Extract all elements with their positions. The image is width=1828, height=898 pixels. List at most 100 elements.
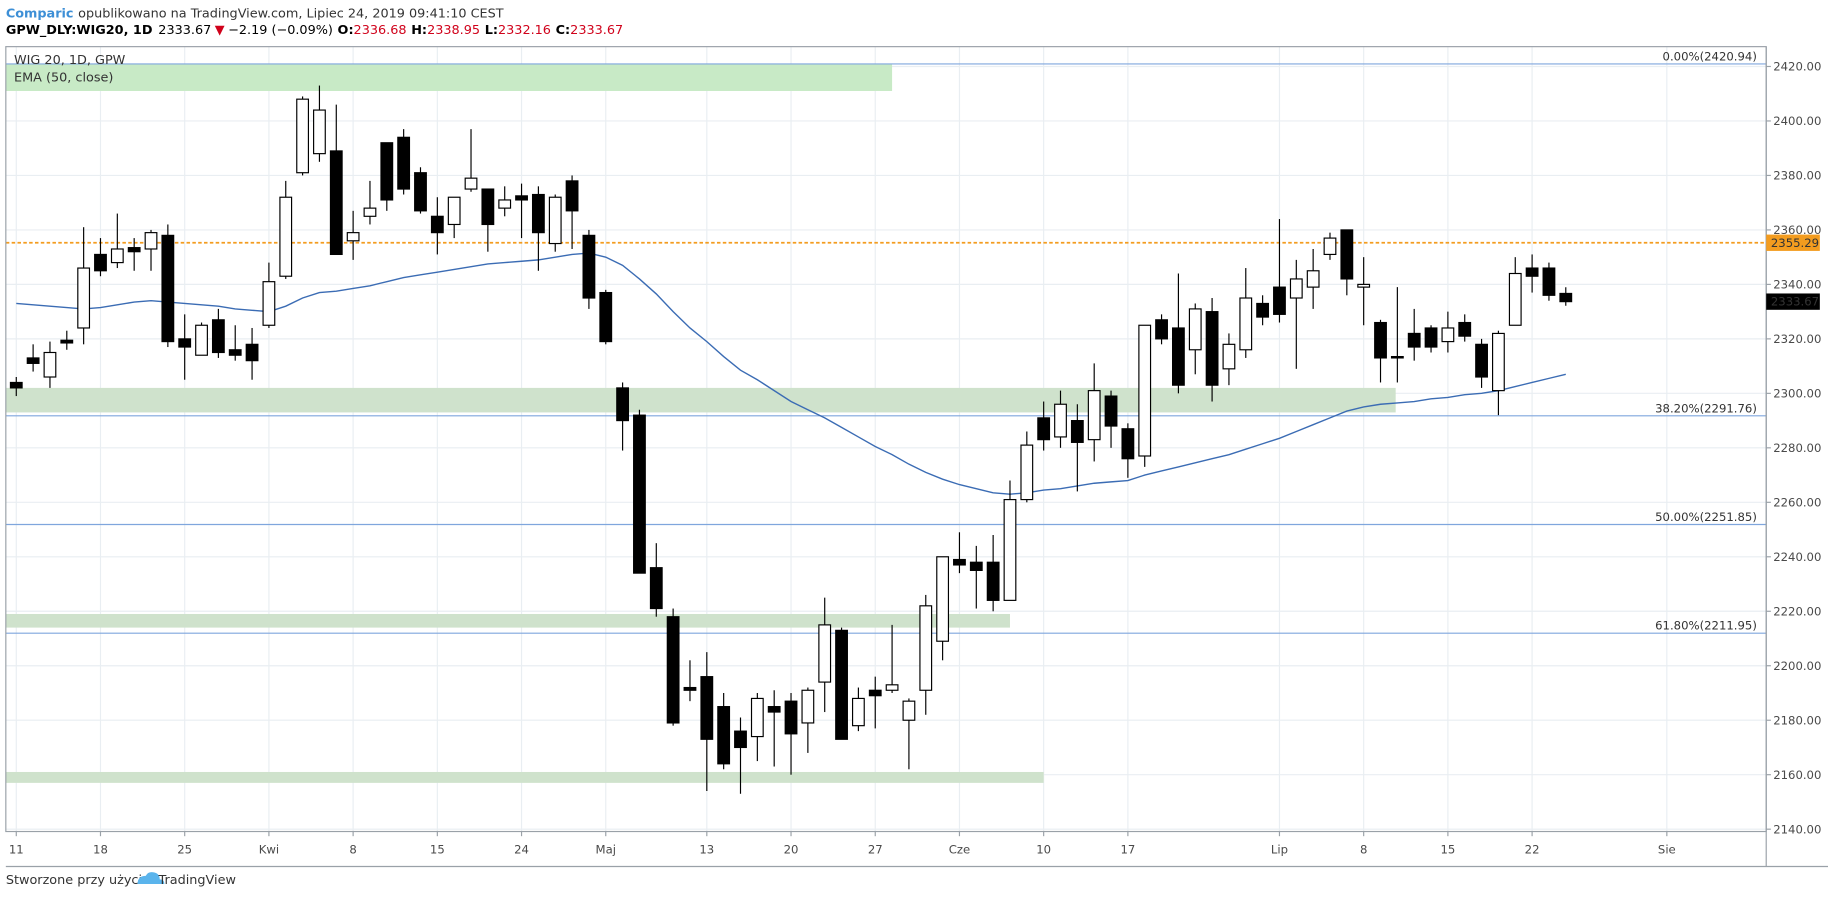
change-arrow: ▼: [215, 23, 225, 38]
y-tick-label: 2180.00: [1773, 713, 1821, 727]
candle-body: [531, 193, 545, 234]
x-tick-label: 18: [93, 843, 108, 857]
y-tick-label: 2280.00: [1773, 441, 1821, 455]
x-tick-label: Cze: [949, 843, 970, 857]
candle-body: [835, 629, 848, 740]
candle-body: [818, 624, 832, 683]
candle-body: [380, 142, 394, 201]
x-tick-label: 20: [784, 843, 799, 857]
candle-body: [683, 686, 697, 691]
candle-body: [1390, 355, 1404, 359]
last-price-label: 2333.67: [1771, 295, 1819, 309]
candle-body: [26, 357, 40, 364]
x-tick-label: Sie: [1658, 843, 1676, 857]
y-tick-label: 2400.00: [1773, 114, 1821, 128]
y-tick-label: 2200.00: [1773, 659, 1821, 673]
last-price: 2333.67: [158, 23, 211, 38]
zone: [5, 613, 1010, 628]
candle-body: [582, 234, 596, 299]
fib-label: 38.20%(2291.76): [1655, 401, 1757, 415]
symbol: GPW_DLY:WIG20, 1D: [6, 23, 153, 38]
x-tick-label: 10: [1036, 843, 1051, 857]
x-tick-label: 27: [868, 843, 883, 857]
candle-body: [1559, 292, 1573, 303]
candle-body: [1508, 272, 1522, 326]
header-line-2: GPW_DLY:WIG20, 1D 2333.67 ▼ −2.19 (−0.09%) O…: [6, 23, 623, 38]
fib-label: 50.00%(2251.85): [1655, 510, 1757, 524]
candle-body: [666, 616, 680, 724]
publisher[interactable]: Comparic: [6, 6, 74, 21]
candle-body: [1424, 327, 1438, 348]
candle-body: [868, 689, 882, 697]
candle-body: [1222, 343, 1236, 370]
change: −2.19 (−0.09%): [228, 23, 333, 38]
candle-body: [548, 196, 562, 245]
price-line-label: 2355.29: [1771, 236, 1819, 250]
close-value: 2333.67: [570, 23, 623, 38]
candle-body: [599, 291, 613, 343]
candle-body: [1289, 278, 1303, 299]
candle-body: [1070, 420, 1084, 443]
candle-body: [750, 697, 764, 738]
candle-body: [633, 414, 646, 574]
open-value: 2336.68: [354, 23, 407, 38]
candle-body: [717, 706, 731, 765]
candle-body: [1256, 302, 1270, 318]
candle-body: [953, 558, 966, 566]
candle-body: [1323, 237, 1337, 256]
candle-body: [498, 199, 512, 209]
candle-body: [228, 349, 242, 356]
open-label: O:: [338, 23, 354, 38]
x-tick-label: 15: [1440, 843, 1455, 857]
candle-body: [801, 689, 815, 724]
fib-label: 0.00%(2420.94): [1663, 49, 1757, 63]
y-tick-label: 2240.00: [1773, 550, 1821, 564]
y-tick-label: 2220.00: [1773, 604, 1821, 618]
low-value: 2332.16: [498, 23, 551, 38]
candle-body: [262, 281, 276, 326]
candle-body: [1239, 297, 1253, 351]
zone: [5, 387, 1396, 413]
candle-body: [296, 98, 310, 174]
candle-body: [313, 109, 326, 155]
x-tick-label: Maj: [596, 843, 616, 857]
candle-body: [1037, 417, 1051, 441]
high-value: 2338.95: [427, 23, 480, 38]
x-tick-label: Kwi: [259, 843, 279, 857]
candle-body: [1087, 390, 1101, 441]
candle-body: [919, 605, 933, 691]
candle-body: [1542, 267, 1556, 296]
x-tick-label: 8: [349, 843, 356, 857]
candle-body: [1205, 311, 1219, 386]
candle-body: [9, 381, 23, 389]
candle-body: [734, 730, 747, 749]
published: opublikowano na TradingView.com, Lipiec …: [78, 6, 504, 21]
candle-body: [1138, 324, 1152, 457]
candle-body: [616, 387, 630, 422]
footer-text: Stworzone przy użyciu: [6, 873, 150, 888]
candle-body: [329, 150, 343, 256]
x-tick-label: 11: [9, 843, 24, 857]
y-tick-label: 2420.00: [1773, 60, 1821, 74]
candle-body: [1188, 308, 1202, 351]
candle-body: [481, 188, 495, 226]
candle-body: [94, 253, 107, 272]
candle-body: [1407, 332, 1421, 348]
candle-body: [1492, 332, 1505, 392]
candle-body: [178, 338, 192, 348]
candle-body: [565, 180, 579, 212]
candle-body: [1458, 321, 1472, 337]
candle-body: [110, 248, 124, 264]
candle-body: [464, 177, 478, 190]
candle-body: [784, 700, 798, 735]
legend-ema: EMA (50, close): [14, 71, 113, 86]
zone: [5, 63, 893, 91]
footer-brand[interactable]: TradingView: [158, 873, 236, 888]
y-tick-label: 2160.00: [1773, 768, 1821, 782]
candle-body: [1475, 343, 1488, 378]
zone: [5, 771, 1044, 783]
x-tick-label: 22: [1525, 843, 1540, 857]
candle-body: [430, 215, 444, 234]
candle-body: [1171, 327, 1185, 386]
